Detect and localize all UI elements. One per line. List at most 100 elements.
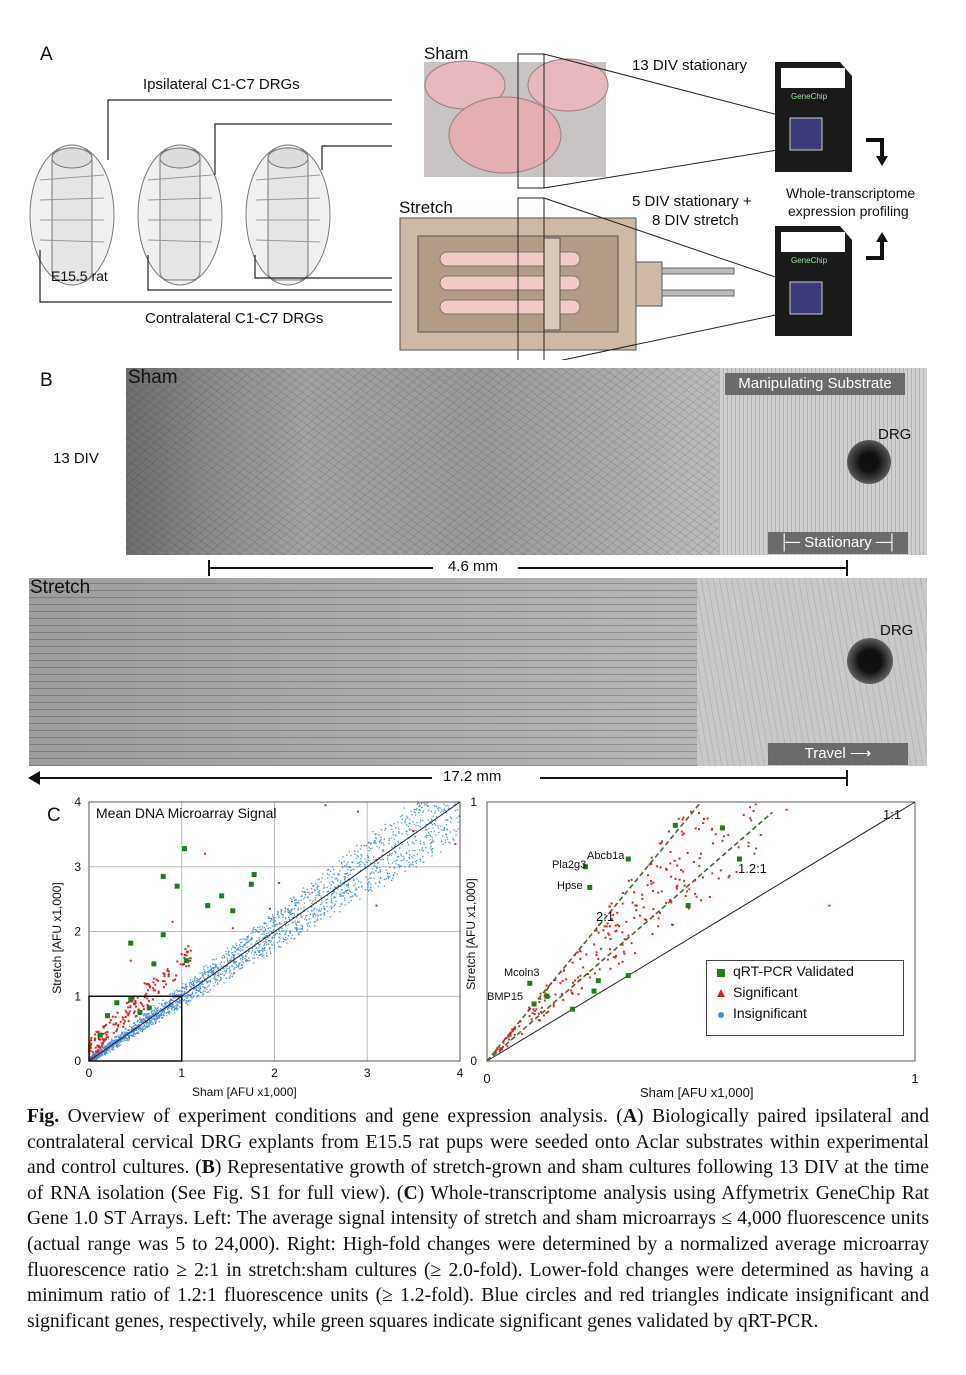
- insignificant-point: [356, 855, 358, 857]
- insignificant-point: [293, 914, 296, 916]
- insignificant-point: [172, 1006, 174, 1008]
- insignificant-point: [284, 921, 286, 923]
- significant-point: [621, 891, 624, 894]
- insignificant-point: [148, 1023, 150, 1026]
- significant-point: [99, 1046, 102, 1049]
- insignificant-point: [100, 1054, 103, 1056]
- insignificant-point: [264, 929, 266, 931]
- insignificant-point: [269, 917, 271, 919]
- insignificant-point: [297, 921, 299, 924]
- insignificant-point: [232, 945, 234, 947]
- insignificant-point: [314, 907, 316, 909]
- insignificant-point: [339, 885, 342, 887]
- significant-point: [697, 828, 700, 831]
- insignificant-point: [385, 869, 388, 871]
- insignificant-point: [373, 877, 375, 879]
- insignificant-point: [365, 844, 367, 847]
- insignificant-point: [376, 867, 378, 869]
- significant-point: [677, 817, 680, 820]
- insignificant-point: [256, 930, 258, 932]
- insignificant-point: [214, 966, 216, 968]
- insignificant-point: [241, 963, 243, 965]
- insignificant-point: [171, 1008, 173, 1010]
- insignificant-point: [244, 943, 246, 945]
- insignificant-point: [214, 978, 217, 980]
- insignificant-point: [247, 941, 249, 943]
- insignificant-point: [449, 831, 452, 833]
- insignificant-point: [366, 861, 368, 864]
- insignificant-point: [431, 848, 433, 851]
- insignificant-point: [158, 1014, 161, 1016]
- caption-fig-label: Fig.: [27, 1106, 60, 1127]
- insignificant-point: [202, 994, 204, 996]
- significant-point: [152, 989, 155, 992]
- insignificant-point: [239, 958, 241, 960]
- insignificant-point: [213, 984, 215, 987]
- significant-point: [711, 827, 714, 830]
- insignificant-point: [408, 828, 411, 830]
- insignificant-point: [359, 861, 361, 864]
- insignificant-point: [274, 917, 276, 919]
- significant-point: [146, 989, 149, 992]
- profiling-line2: expression profiling: [788, 203, 909, 219]
- significant-point: [121, 1016, 124, 1019]
- caption-panel-ref: A: [622, 1106, 637, 1127]
- insignificant-point: [414, 808, 417, 811]
- insignificant-point: [300, 899, 303, 901]
- insignificant-point: [143, 1025, 145, 1028]
- insignificant-point: [101, 1053, 103, 1055]
- insignificant-point: [434, 812, 436, 814]
- insignificant-point: [360, 881, 362, 883]
- significant-point: [116, 1028, 119, 1031]
- stationary-label: ├─ Stationary ─┤: [768, 532, 908, 554]
- insignificant-point: [226, 965, 228, 967]
- insignificant-point: [125, 1031, 128, 1034]
- insignificant-point: [231, 975, 233, 978]
- insignificant-point: [112, 1049, 114, 1051]
- insignificant-point: [173, 993, 176, 995]
- gene-label: BMP15: [487, 991, 524, 1003]
- significant-point: [735, 871, 738, 874]
- insignificant-point: [118, 1035, 120, 1038]
- insignificant-point: [426, 802, 429, 804]
- significant-point: [518, 1025, 521, 1028]
- significant-point: [597, 931, 600, 934]
- insignificant-point: [211, 971, 213, 973]
- insignificant-point: [169, 999, 171, 1002]
- insignificant-point: [158, 1016, 161, 1019]
- significant-point: [625, 920, 628, 923]
- insignificant-point: [429, 821, 431, 823]
- insignificant-point: [366, 888, 369, 890]
- legend-significant: Significant: [733, 984, 798, 1000]
- insignificant-point: [228, 977, 231, 979]
- insignificant-point: [278, 921, 281, 924]
- insignificant-point: [162, 1014, 165, 1017]
- insignificant-point: [331, 876, 333, 878]
- insignificant-point: [316, 886, 319, 888]
- insignificant-point: [103, 1047, 105, 1049]
- insignificant-point: [290, 937, 293, 939]
- insignificant-point: [214, 973, 217, 976]
- insignificant-point: [135, 1032, 137, 1035]
- insignificant-point: [306, 925, 309, 927]
- insignificant-point: [148, 1014, 150, 1016]
- insignificant-point: [397, 840, 399, 842]
- significant-point: [606, 958, 609, 961]
- insignificant-point: [339, 895, 341, 897]
- insignificant-point: [154, 1021, 156, 1023]
- insignificant-point: [360, 845, 363, 847]
- insignificant-point: [296, 924, 298, 927]
- insignificant-point: [268, 917, 270, 919]
- significant-point: [578, 979, 581, 982]
- significant-point: [609, 967, 612, 970]
- insignificant-point: [378, 847, 380, 849]
- significant-point: [721, 839, 724, 842]
- significant-point: [412, 830, 415, 833]
- significant-point: [203, 852, 206, 855]
- insignificant-point: [98, 1054, 101, 1056]
- significant-point: [103, 1024, 106, 1027]
- significant-point: [645, 918, 648, 921]
- significant-point: [101, 1038, 104, 1041]
- insignificant-point: [235, 966, 238, 968]
- insignificant-point: [110, 1042, 113, 1045]
